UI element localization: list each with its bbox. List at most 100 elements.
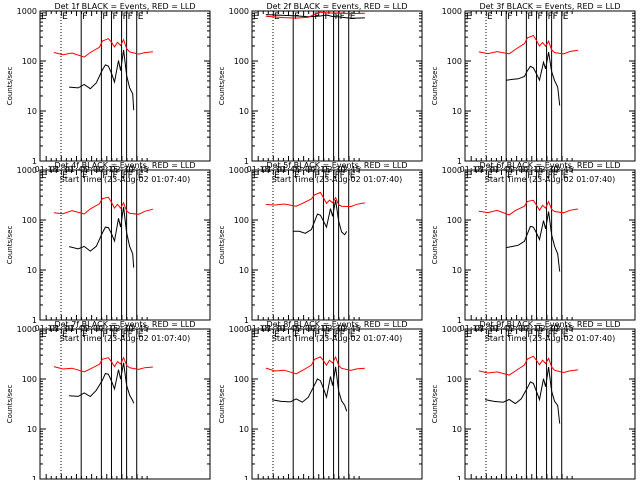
e-marker-label: E — [350, 330, 356, 340]
panel-title: Det 4f BLACK = Events, RED = LLD — [54, 161, 195, 170]
y-tick-label: 100 — [447, 216, 462, 225]
y-axis-label: Counts/sec — [218, 385, 226, 424]
e-marker-label: E — [62, 171, 68, 181]
e-marker-label: E — [487, 171, 493, 181]
panel-title: Det 6f BLACK = Events, RED = LLD — [479, 161, 620, 170]
events-series-line — [69, 362, 135, 404]
y-tick-label: 1 — [244, 157, 249, 166]
y-tick-label: 1 — [457, 475, 462, 480]
detector-panel: Det 1f BLACK = Events, RED = LLD Counts/s… — [6, 2, 211, 184]
f-marker-label: F — [294, 171, 299, 181]
panel-title: Det 9f BLACK = Events, RED = LLD — [479, 320, 620, 329]
f-marker-label: F — [123, 12, 128, 22]
f-marker-label: F — [102, 12, 107, 22]
f-marker-label: F — [82, 171, 87, 181]
f-marker-label: F — [128, 12, 133, 22]
f-marker-label: F — [112, 12, 117, 22]
e-marker-label: E — [62, 330, 68, 340]
e-marker-label: E — [138, 12, 144, 22]
lld-series-line — [53, 38, 153, 58]
f-marker-label: F — [82, 12, 87, 22]
y-tick-label: 10 — [239, 266, 249, 275]
y-tick-label: 1 — [457, 157, 462, 166]
y-tick-label: 100 — [234, 216, 249, 225]
f-marker-label: F — [507, 171, 512, 181]
lld-series-line — [478, 199, 578, 216]
y-tick-label: 1 — [32, 316, 37, 325]
f-marker-label: F — [314, 330, 319, 340]
detector-panel: Det 3f BLACK = Events, RED = LLD Counts/s… — [431, 2, 636, 184]
events-series-line — [484, 367, 561, 424]
detector-panel: Det 8f BLACK = Events, RED = LLD Counts/s… — [218, 320, 423, 480]
y-axis-label: Counts/sec — [6, 385, 14, 424]
y-tick-label: 10 — [27, 425, 37, 434]
e-marker-label: E — [41, 330, 47, 340]
f-marker-label: F — [507, 330, 512, 340]
lld-series-line — [478, 355, 578, 376]
lld-series-line — [53, 196, 154, 215]
plot-frame — [39, 10, 211, 162]
x-axis-label: Start Time (23-Aug-02 01:07:40) — [272, 334, 403, 343]
events-series-line — [265, 14, 365, 19]
detector-panel: Det 2f BLACK = Events, RED = LLD Counts/s… — [218, 2, 423, 184]
f-marker-label: F — [123, 330, 128, 340]
detector-panel: Det 6f BLACK = Events, RED = LLD Counts/s… — [431, 161, 636, 343]
panel-title: Det 1f BLACK = Events, RED = LLD — [54, 2, 195, 11]
y-tick-label: 1000 — [442, 166, 462, 175]
e-marker-label: E — [138, 171, 144, 181]
events-series-line — [293, 200, 348, 236]
y-tick-label: 1000 — [229, 166, 249, 175]
x-axis-label: Start Time (23-Aug-02 01:07:40) — [60, 175, 191, 184]
panel-title: Det 3f BLACK = Events, RED = LLD — [479, 2, 620, 11]
plot-frame — [251, 10, 423, 162]
x-axis-label: Start Time (23-Aug-02 01:07:40) — [485, 175, 616, 184]
events-series-line — [506, 52, 561, 106]
y-tick-label: 100 — [447, 57, 462, 66]
y-tick-label: 10 — [452, 266, 462, 275]
y-tick-label: 10 — [452, 107, 462, 116]
f-marker-label: F — [82, 330, 87, 340]
panel-title: Det 2f BLACK = Events, RED = LLD — [266, 2, 407, 11]
e-marker-label: E — [466, 12, 472, 22]
f-marker-label: F — [324, 330, 329, 340]
f-marker-label: F — [314, 12, 319, 22]
f-marker-label: F — [335, 171, 340, 181]
y-tick-label: 1000 — [442, 7, 462, 16]
panel-title: Det 8f BLACK = Events, RED = LLD — [266, 320, 407, 329]
events-series-line — [271, 366, 348, 412]
y-tick-label: 1 — [32, 157, 37, 166]
f-marker-label: F — [123, 171, 128, 181]
f-marker-label: F — [314, 171, 319, 181]
f-marker-label: F — [548, 330, 553, 340]
lld-series-line — [53, 356, 153, 373]
f-marker-label: F — [112, 330, 117, 340]
e-marker-label: E — [563, 330, 569, 340]
x-axis-label: Start Time (23-Aug-02 01:07:40) — [485, 334, 616, 343]
plot-frame — [39, 328, 211, 480]
e-marker-label: E — [274, 171, 280, 181]
y-axis-label: Counts/sec — [431, 226, 439, 265]
f-marker-label: F — [527, 330, 532, 340]
e-marker-label: E — [41, 171, 47, 181]
f-marker-label: F — [294, 12, 299, 22]
y-tick-label: 10 — [27, 107, 37, 116]
f-marker-label: F — [112, 171, 117, 181]
y-tick-label: 1000 — [17, 7, 37, 16]
f-marker-label: F — [340, 171, 345, 181]
f-marker-label: F — [324, 171, 329, 181]
events-series-line — [68, 206, 135, 268]
detector-panel: Det 7f BLACK = Events, RED = LLD Counts/s… — [6, 320, 211, 480]
y-tick-label: 10 — [27, 266, 37, 275]
y-tick-label: 1000 — [229, 7, 249, 16]
lld-series-line — [265, 191, 365, 208]
e-marker-label: E — [253, 171, 259, 181]
y-tick-label: 100 — [234, 57, 249, 66]
plot-frame — [251, 328, 423, 480]
detector-panel: Det 9f BLACK = Events, RED = LLD Counts/s… — [431, 320, 636, 480]
y-axis-label: Counts/sec — [218, 226, 226, 265]
f-marker-label: F — [553, 171, 558, 181]
f-marker-label: F — [537, 171, 542, 181]
y-tick-label: 100 — [22, 57, 37, 66]
x-axis-label: Start Time (23-Aug-02 01:07:40) — [272, 175, 403, 184]
